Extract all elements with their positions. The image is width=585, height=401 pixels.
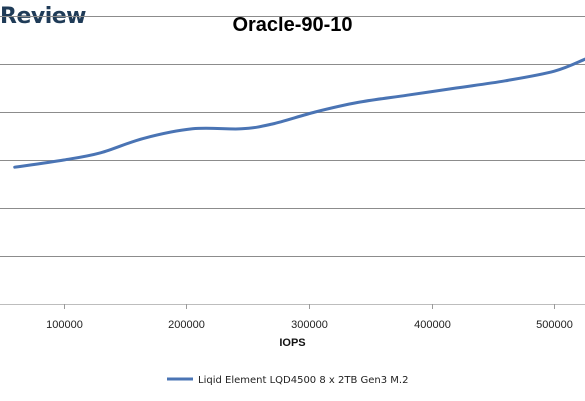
- x-tick-label-2: 200000: [168, 319, 205, 331]
- x-axis-title: IOPS: [279, 337, 305, 349]
- legend-label: Liqid Element LQD4500 8 x 2TB Gen3 M.2: [198, 375, 408, 386]
- x-tick-label-4: 400000: [414, 319, 451, 331]
- series-group: [13, 57, 585, 169]
- x-axis-ticks: 100000 200000 300000 400000 500000: [46, 304, 573, 331]
- x-tick-label-5: 500000: [536, 319, 573, 331]
- chart-title: Oracle-90-10: [232, 14, 353, 36]
- x-tick-label-1: 100000: [46, 319, 83, 331]
- series-line-1: [13, 57, 585, 169]
- x-tick-label-3: 300000: [291, 319, 328, 331]
- gridlines: [0, 16, 585, 257]
- legend: Liqid Element LQD4500 8 x 2TB Gen3 M.2: [167, 375, 408, 386]
